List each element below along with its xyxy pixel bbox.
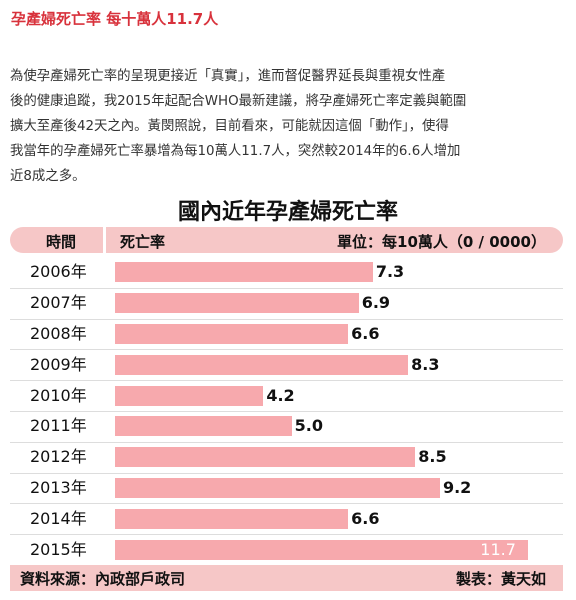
bar bbox=[115, 354, 409, 375]
value-label: 8.3 bbox=[411, 354, 440, 374]
row-divider bbox=[10, 441, 563, 443]
year-label: 2006年 bbox=[30, 262, 87, 282]
year-label: 2010年 bbox=[30, 385, 87, 405]
year-label: 2007年 bbox=[30, 293, 87, 313]
paragraph-line: 後的健康追蹤，我2015年起配合WHO最新建議，將孕產婦死亡率定義與範圍 bbox=[10, 94, 467, 109]
header-value-label: 死亡率 bbox=[120, 233, 166, 251]
value-label: 9.2 bbox=[442, 478, 472, 497]
header-divider bbox=[103, 227, 106, 253]
header-unit-label: 單位：每10萬人（0 / 0000） bbox=[337, 233, 546, 251]
value-label: 7.3 bbox=[375, 262, 405, 282]
year-label: 2008年 bbox=[30, 324, 87, 343]
footer-maker: 製表：黃天如 bbox=[455, 570, 546, 588]
chart-header-band bbox=[10, 227, 563, 253]
year-label: 2011年 bbox=[30, 416, 87, 436]
article-paragraph: 為使孕產婦死亡率的呈現更接近「真實」，進而督促醫界延長與重視女性產 後的健康追蹤… bbox=[10, 64, 566, 189]
row-divider bbox=[10, 380, 563, 382]
row-divider bbox=[10, 349, 563, 351]
value-label: 4.2 bbox=[266, 385, 295, 405]
header-time-label: 時間 bbox=[46, 233, 77, 251]
bar bbox=[115, 508, 349, 529]
value-label: 6.6 bbox=[351, 508, 380, 528]
paragraph-line: 為使孕產婦死亡率的呈現更接近「真實」，進而督促醫界延長與重視女性產 bbox=[10, 69, 446, 84]
row-divider bbox=[10, 411, 563, 412]
bar bbox=[115, 293, 359, 314]
row-divider bbox=[10, 534, 563, 536]
bar bbox=[115, 447, 416, 468]
bar bbox=[115, 385, 264, 406]
bar bbox=[115, 478, 440, 498]
row-divider bbox=[10, 287, 563, 289]
paragraph-line: 擴大至產後42天之內。黃閔照說，目前看來，可能就因這個「動作」，使得 bbox=[10, 119, 449, 134]
footer-source: 資料來源：內政部戶政司 bbox=[20, 570, 186, 588]
value-label: 6.6 bbox=[351, 324, 380, 343]
bar bbox=[115, 262, 373, 283]
bar bbox=[115, 324, 349, 344]
bar bbox=[115, 416, 292, 437]
row-divider bbox=[10, 472, 563, 474]
year-label: 2015年 bbox=[30, 539, 87, 559]
year-label: 2012年 bbox=[30, 447, 87, 467]
value-label: 6.9 bbox=[361, 293, 391, 313]
article-headline: 孕產婦死亡率 每十萬人11.7人 bbox=[11, 10, 219, 28]
year-label: 2009年 bbox=[30, 354, 87, 374]
bar bbox=[115, 539, 529, 560]
row-divider bbox=[10, 503, 563, 505]
value-label: 8.5 bbox=[418, 447, 447, 467]
year-label: 2013年 bbox=[30, 478, 87, 497]
value-label: 5.0 bbox=[294, 416, 323, 436]
chart-footer-band bbox=[10, 565, 563, 591]
value-label: 11.7 bbox=[480, 539, 516, 559]
paragraph-line: 我當年的孕產婦死亡率暴增為每10萬人11.7人，突然較2014年的6.6人增加 bbox=[10, 144, 461, 159]
chart-title: 國內近年孕產婦死亡率 bbox=[177, 200, 398, 225]
row-divider bbox=[10, 318, 563, 320]
paragraph-line: 近8成之多。 bbox=[10, 169, 86, 184]
year-label: 2014年 bbox=[30, 508, 87, 528]
